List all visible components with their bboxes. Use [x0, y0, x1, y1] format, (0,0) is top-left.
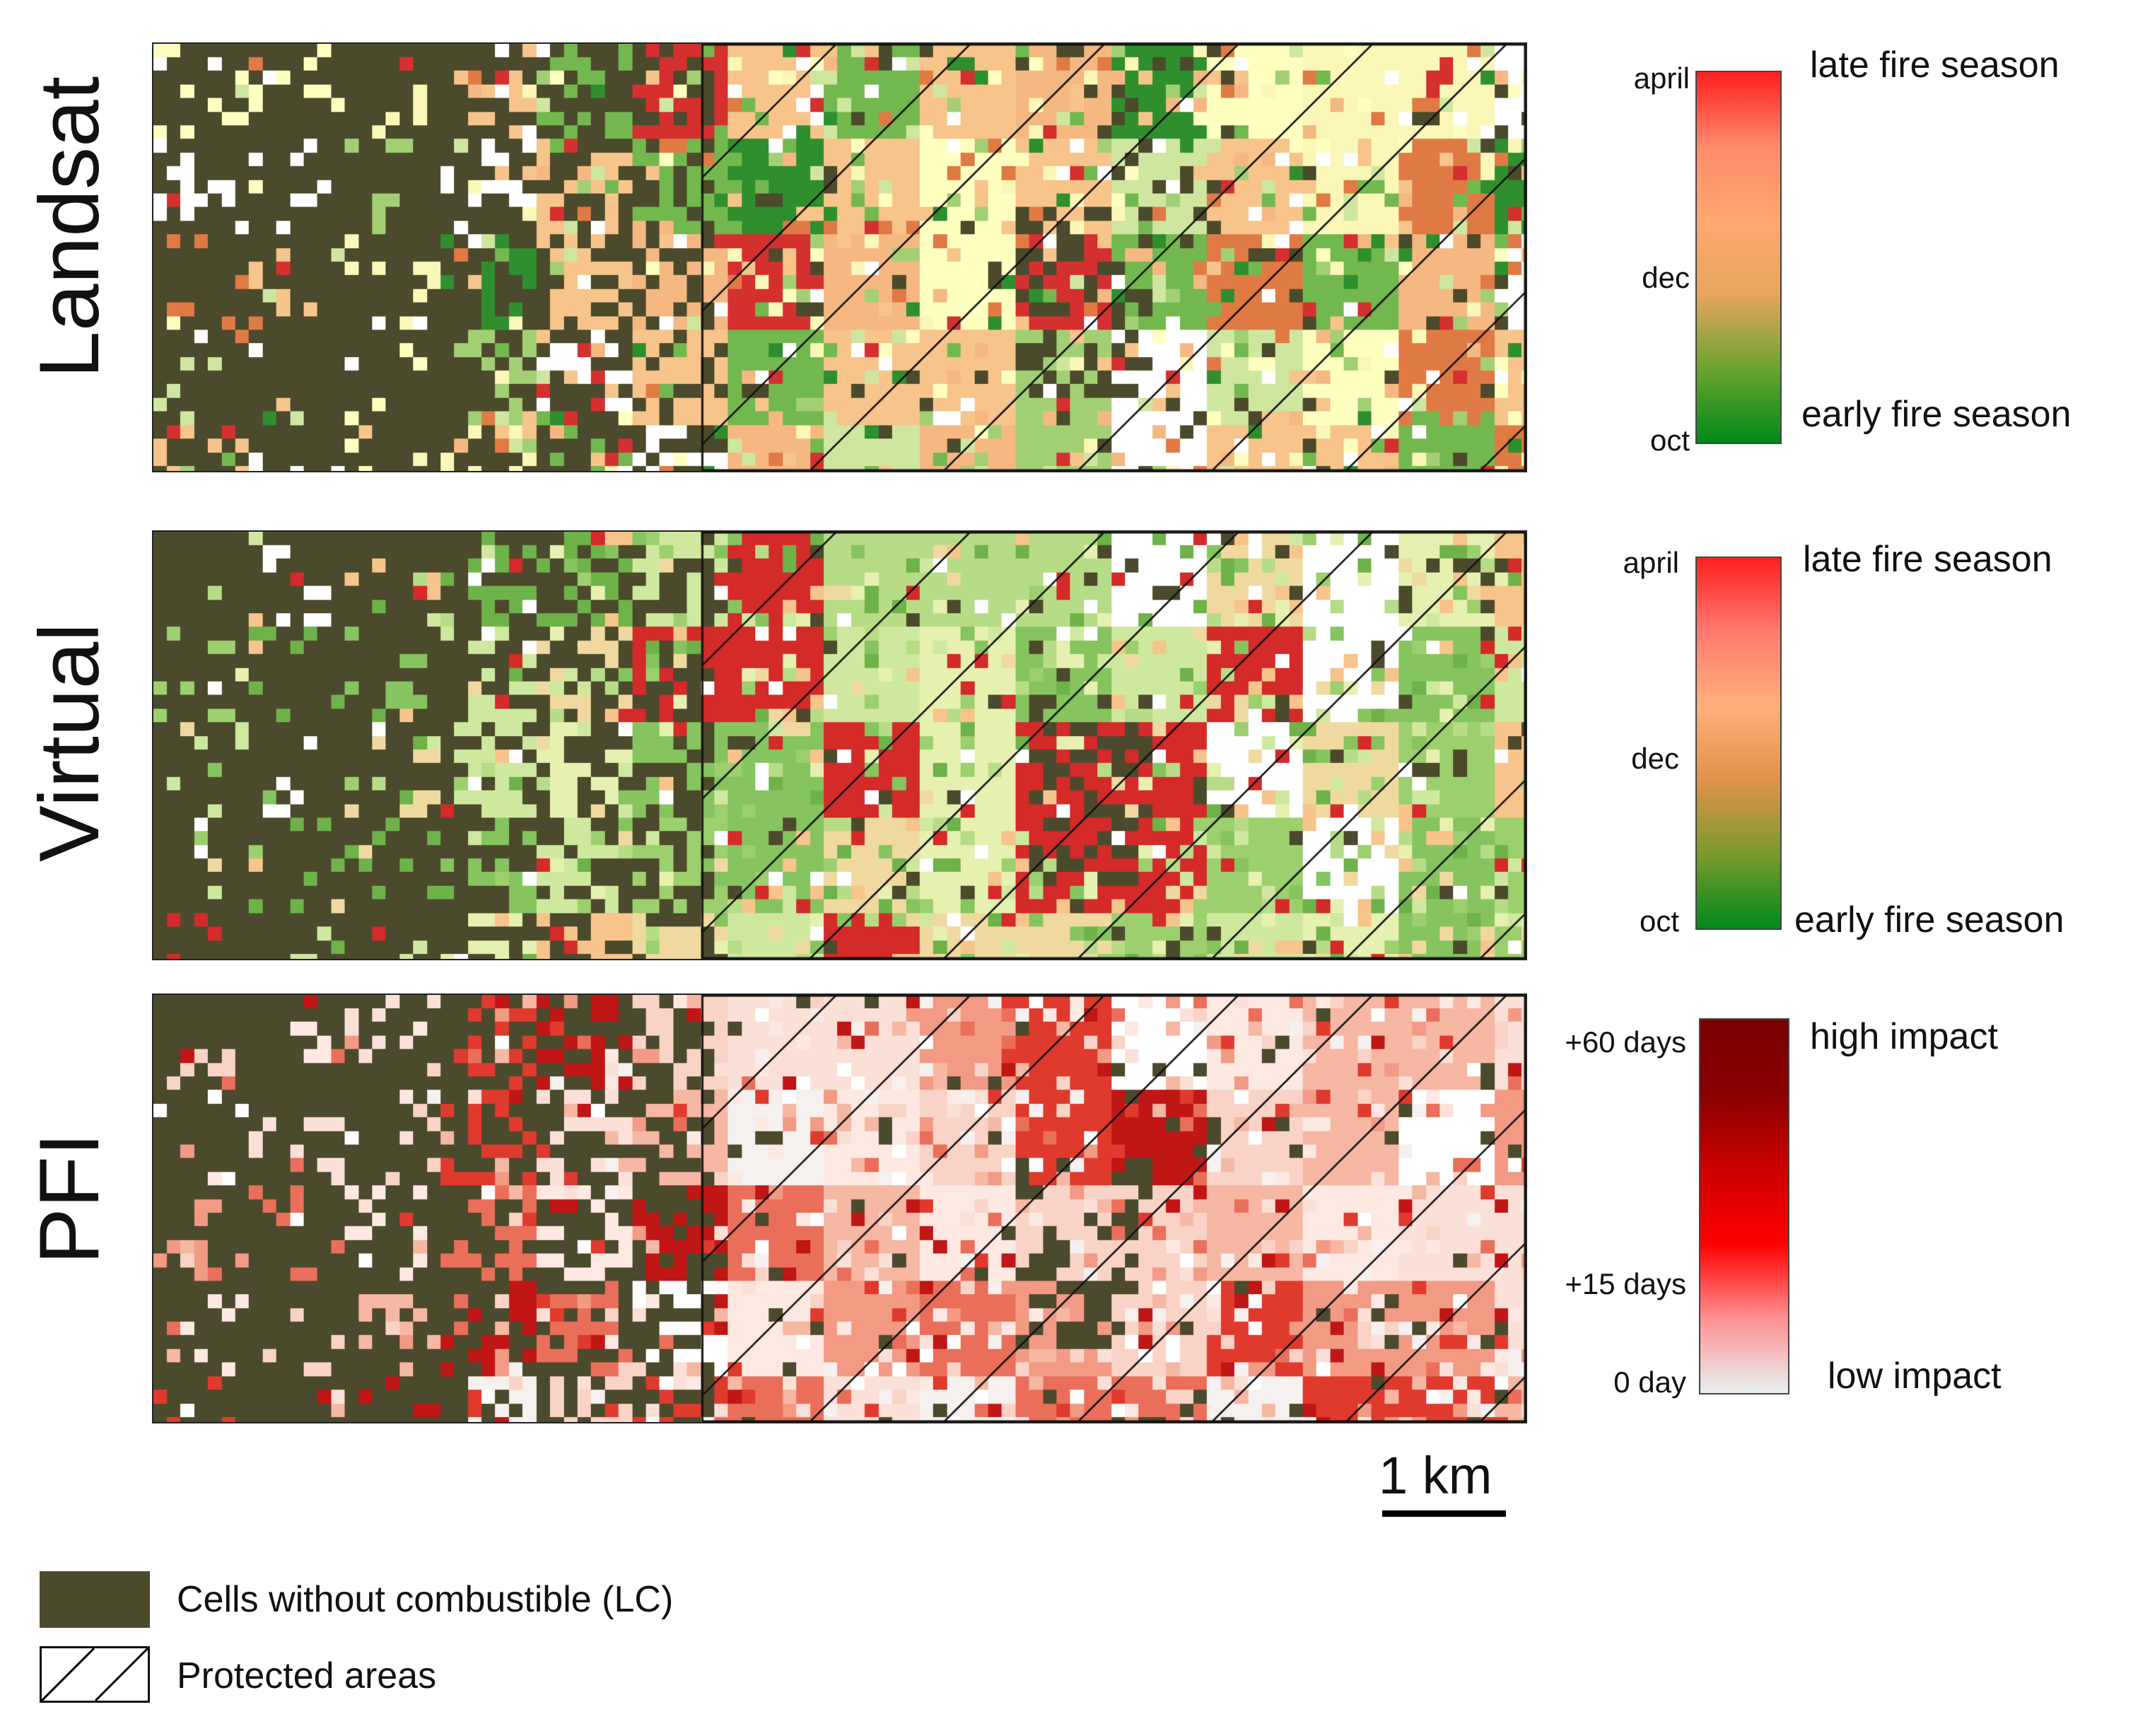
protected-areas-legend-label: Protected areas: [177, 1655, 437, 1696]
no-fuel-swatch: [40, 1571, 150, 1628]
caption-late-fire-season: late fire season: [1810, 45, 2060, 86]
caption-low-impact: low impact: [1828, 1356, 2002, 1397]
tick-bottom: oct: [1649, 424, 1690, 457]
row-label-virtual: Virtual: [22, 623, 117, 862]
tick-bottom: oct: [1639, 904, 1679, 938]
map-virtual: [152, 530, 1527, 960]
no-fuel-legend-label: Cells without combustible (LC): [177, 1579, 674, 1620]
caption-late-fire-season: late fire season: [1803, 539, 2052, 580]
caption-early-fire-season: early fire season: [1801, 394, 2072, 435]
map-pfi: [152, 994, 1527, 1423]
tick-mid: +15 days: [1565, 1267, 1686, 1300]
tick-mid: dec: [1631, 742, 1679, 775]
colorbar-pfi: [1699, 1018, 1789, 1394]
tick-top: april: [1623, 546, 1679, 579]
tick-bottom: 0 day: [1613, 1365, 1686, 1399]
protected-areas-swatch: [40, 1646, 150, 1703]
scale-bar-label: 1 km: [1379, 1446, 1492, 1505]
colorbar-landsat: [1695, 71, 1782, 444]
row-label-pfi: PFI: [22, 1132, 117, 1265]
caption-early-fire-season: early fire season: [1794, 899, 2064, 940]
colorbar-virtual: [1695, 557, 1782, 930]
tick-mid: dec: [1642, 261, 1690, 294]
caption-high-impact: high impact: [1810, 1016, 1998, 1057]
tick-top: +60 days: [1565, 1025, 1686, 1059]
scale-bar: [1382, 1510, 1506, 1517]
map-landsat: [152, 42, 1527, 472]
row-label-landsat: Landsat: [22, 76, 117, 378]
tick-top: april: [1633, 62, 1690, 95]
